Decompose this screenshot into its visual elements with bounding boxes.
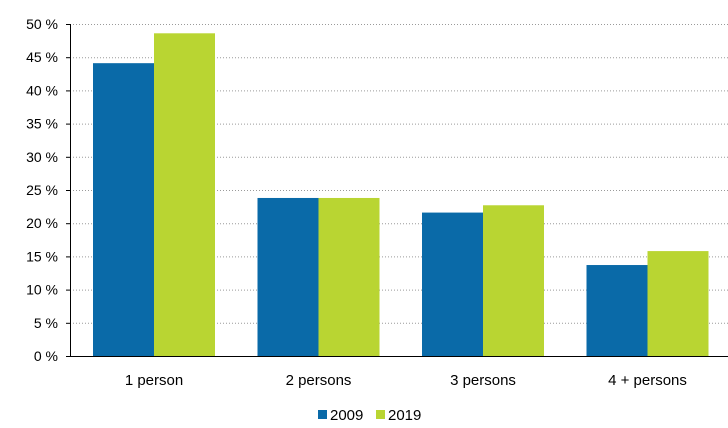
bar-2019-1 — [154, 33, 215, 357]
y-tick-label: 5 % — [34, 315, 58, 331]
bar-2019-3 — [483, 205, 544, 356]
bar-2019-4 — [647, 251, 709, 356]
legend-swatch-2009 — [318, 410, 327, 419]
legend-label: 2019 — [388, 407, 421, 424]
y-tick-label: 30 % — [26, 149, 58, 165]
y-tick-label: 25 % — [26, 182, 58, 198]
bar-2019-2 — [318, 197, 380, 356]
y-tick-label: 15 % — [26, 248, 58, 264]
y-tick-label: 10 % — [26, 282, 58, 298]
y-tick-label: 50 % — [26, 16, 58, 32]
y-tick-label: 35 % — [26, 116, 58, 132]
legend-label: 2009 — [330, 407, 363, 424]
x-category-label: 4 + persons — [608, 372, 687, 389]
x-category-label: 1 person — [125, 372, 183, 389]
bar-2009-4 — [586, 265, 648, 356]
bar-2009-1 — [93, 63, 154, 357]
x-category-label: 2 persons — [286, 372, 352, 389]
bar-2009-2 — [257, 197, 319, 356]
legend-swatch-2019 — [376, 410, 385, 419]
y-tick-label: 40 % — [26, 82, 58, 98]
x-category-label: 3 persons — [450, 372, 516, 389]
y-tick-label: 45 % — [26, 49, 58, 65]
y-tick-label: 0 % — [34, 348, 58, 364]
y-tick-label: 20 % — [26, 215, 58, 231]
bar-2009-3 — [422, 212, 483, 356]
